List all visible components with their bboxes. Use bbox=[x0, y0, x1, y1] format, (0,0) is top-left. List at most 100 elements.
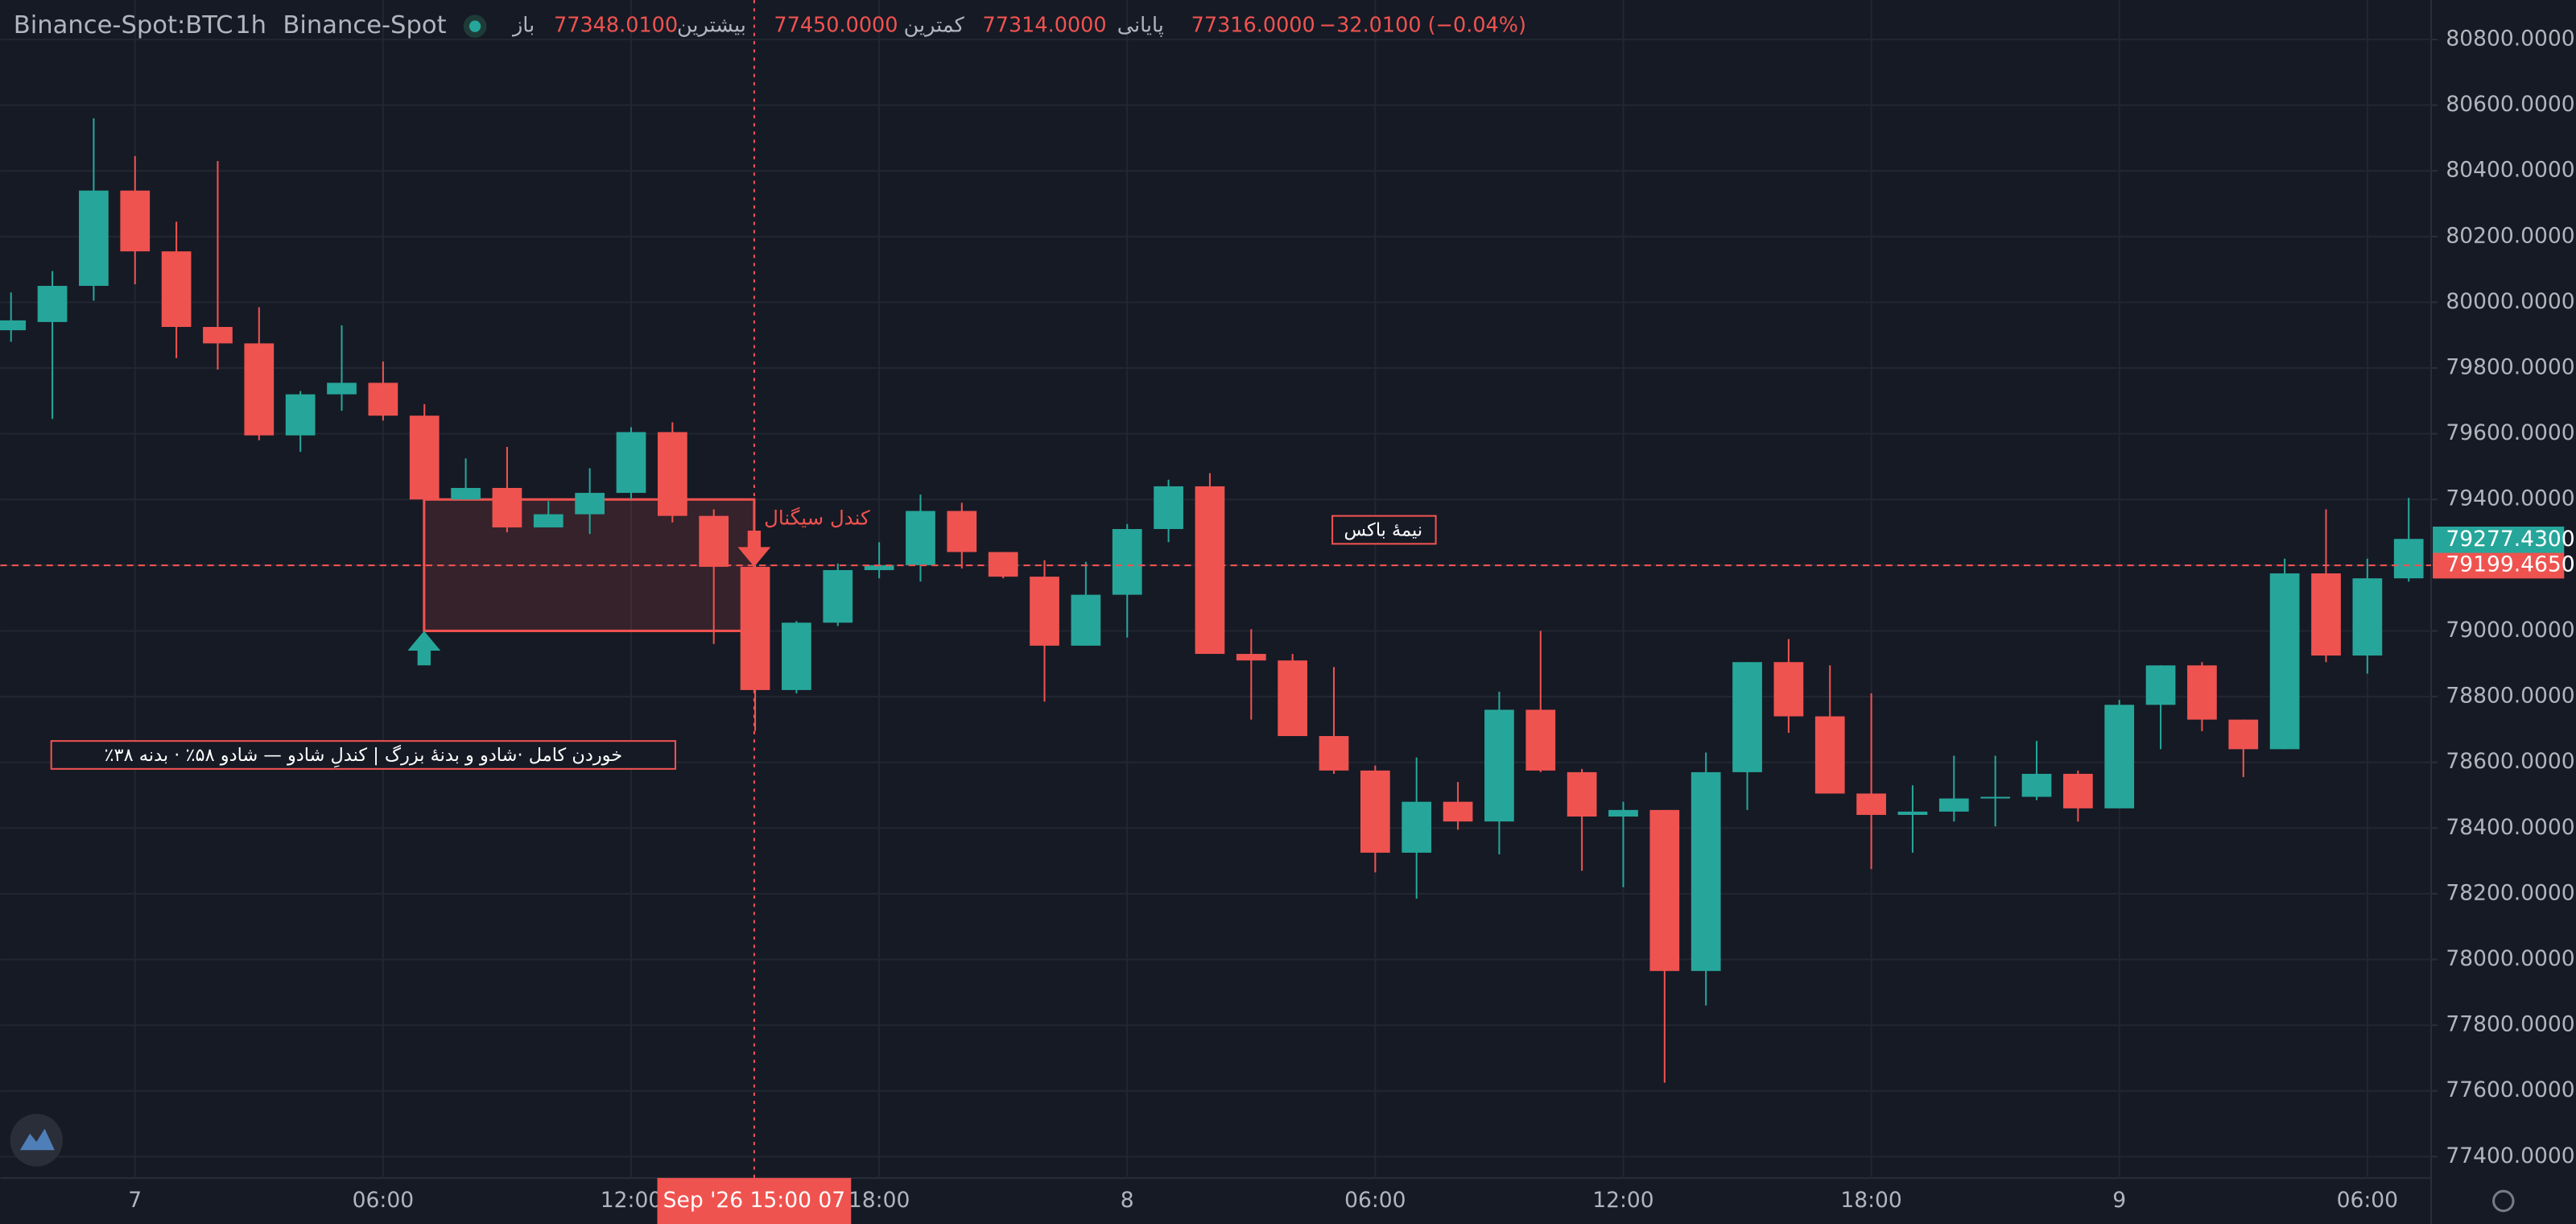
y-tick-label: 80600.0000 bbox=[2446, 92, 2574, 117]
candle-body bbox=[2311, 573, 2341, 656]
y-tick-label: 80400.0000 bbox=[2446, 158, 2574, 183]
candle-body bbox=[699, 515, 729, 567]
candle-body bbox=[1402, 801, 1432, 853]
candle-body bbox=[906, 511, 935, 565]
high-value: 77450.0000 bbox=[774, 14, 898, 38]
candle-body bbox=[2145, 665, 2176, 705]
candle-body bbox=[1360, 770, 1390, 853]
candle-body bbox=[1030, 577, 1059, 646]
candle-body bbox=[1319, 736, 1349, 771]
candle-body bbox=[1236, 654, 1266, 661]
candle-body bbox=[368, 382, 398, 416]
candle-body bbox=[988, 552, 1018, 577]
status-dot bbox=[469, 20, 481, 32]
pattern-frame bbox=[50, 740, 677, 770]
candle-body bbox=[37, 286, 68, 322]
y-tick-label: 78000.0000 bbox=[2446, 946, 2574, 971]
x-tick-label: 8 bbox=[1121, 1188, 1134, 1213]
y-tick-label: 78200.0000 bbox=[2446, 880, 2574, 905]
y-tick-label: 77800.0000 bbox=[2446, 1012, 2574, 1037]
y-tick-label: 78400.0000 bbox=[2446, 815, 2574, 840]
last-price-label: 79277.4300 bbox=[2446, 527, 2574, 552]
candle-body bbox=[2104, 705, 2135, 808]
box-mid-frame bbox=[1331, 515, 1437, 545]
candle-body bbox=[327, 382, 357, 395]
y-tick-label: 79600.0000 bbox=[2446, 420, 2574, 445]
y-tick-label: 77600.0000 bbox=[2446, 1077, 2574, 1102]
candle-body bbox=[575, 493, 605, 515]
x-tick-label: 06:00 bbox=[1344, 1188, 1406, 1213]
y-tick-label: 80200.0000 bbox=[2446, 223, 2574, 248]
candle-body bbox=[1112, 528, 1142, 595]
settings-icon[interactable] bbox=[2492, 1189, 2515, 1213]
candle-body bbox=[2021, 773, 2052, 797]
candle-body bbox=[1856, 793, 1886, 815]
interval: 1h bbox=[235, 11, 266, 39]
candle-body bbox=[2228, 719, 2259, 750]
candle-body bbox=[1195, 486, 1225, 655]
candle-body bbox=[2269, 573, 2300, 750]
candle-body bbox=[1897, 811, 1928, 815]
logo[interactable] bbox=[10, 1114, 63, 1167]
exchange: Binance-Spot bbox=[283, 11, 446, 39]
price-tag-label: 79199.4650 bbox=[2446, 552, 2574, 577]
candle-body bbox=[161, 251, 192, 328]
x-tick-label: 7 bbox=[128, 1188, 142, 1213]
high-label: بیشترین bbox=[677, 14, 746, 38]
candle-body bbox=[1814, 716, 1845, 794]
candle-body bbox=[1278, 660, 1308, 737]
candle-body bbox=[1608, 809, 1638, 817]
pattern-label: ٪خوردن کامل ·شادو و بدنهٔ بزرگ | کندلِ ش… bbox=[105, 744, 623, 768]
low-label: کمترین bbox=[904, 14, 965, 38]
low-value: 77314.0000 bbox=[983, 14, 1107, 38]
candle-body bbox=[451, 487, 481, 500]
candle-body bbox=[1732, 662, 1762, 772]
candle-body bbox=[79, 190, 109, 287]
y-tick-label: 78800.0000 bbox=[2446, 684, 2574, 709]
price-tag bbox=[2433, 552, 2565, 579]
candle-body bbox=[285, 394, 316, 436]
y-tick-label: 80000.0000 bbox=[2446, 289, 2574, 314]
y-tick-label: 77400.0000 bbox=[2446, 1143, 2574, 1168]
crosshair-tag bbox=[657, 1177, 852, 1224]
close-value: 77316.0000 bbox=[1191, 14, 1315, 38]
change-value: −32.0100 (−0.04%) bbox=[1319, 14, 1526, 38]
candle-body bbox=[409, 416, 440, 500]
candle-body bbox=[2393, 539, 2424, 579]
candle-body bbox=[864, 564, 894, 570]
candle-body bbox=[616, 432, 646, 494]
candle-body bbox=[533, 514, 564, 527]
signal-label: کندل سیگنال bbox=[764, 507, 870, 530]
candle-body bbox=[1154, 486, 1183, 529]
x-tick-label: 18:00 bbox=[1840, 1188, 1901, 1213]
x-tick-label: 06:00 bbox=[353, 1188, 414, 1213]
candle-body bbox=[244, 343, 275, 436]
candle-body bbox=[2063, 773, 2093, 808]
buy-arrow bbox=[407, 631, 441, 666]
candle-body bbox=[2352, 578, 2383, 656]
y-tick-label: 78600.0000 bbox=[2446, 749, 2574, 774]
candle-body bbox=[1443, 801, 1473, 822]
crosshair-label: Sep '26 15:00 07 bbox=[663, 1188, 845, 1213]
candle-body bbox=[947, 511, 977, 552]
sell-arrow bbox=[737, 531, 771, 567]
candle-body bbox=[0, 320, 27, 331]
candle-body bbox=[1525, 709, 1556, 771]
box-mid-label: نیمهٔ باکس bbox=[1344, 520, 1423, 541]
close-label: پایانی bbox=[1117, 14, 1164, 38]
candle-body bbox=[1649, 809, 1680, 971]
symbol: Binance-Spot:BTC bbox=[14, 11, 233, 39]
candle-body bbox=[1690, 771, 1721, 971]
candle-body bbox=[782, 622, 811, 690]
candle-body bbox=[120, 190, 151, 252]
candle-body bbox=[657, 432, 687, 516]
candle-body bbox=[1484, 709, 1514, 822]
candle-body bbox=[2187, 665, 2217, 720]
candle-body bbox=[1567, 771, 1597, 817]
candle-body bbox=[1980, 796, 2011, 799]
candle-body bbox=[1938, 798, 1969, 812]
x-tick-label: 06:00 bbox=[2337, 1188, 2398, 1213]
